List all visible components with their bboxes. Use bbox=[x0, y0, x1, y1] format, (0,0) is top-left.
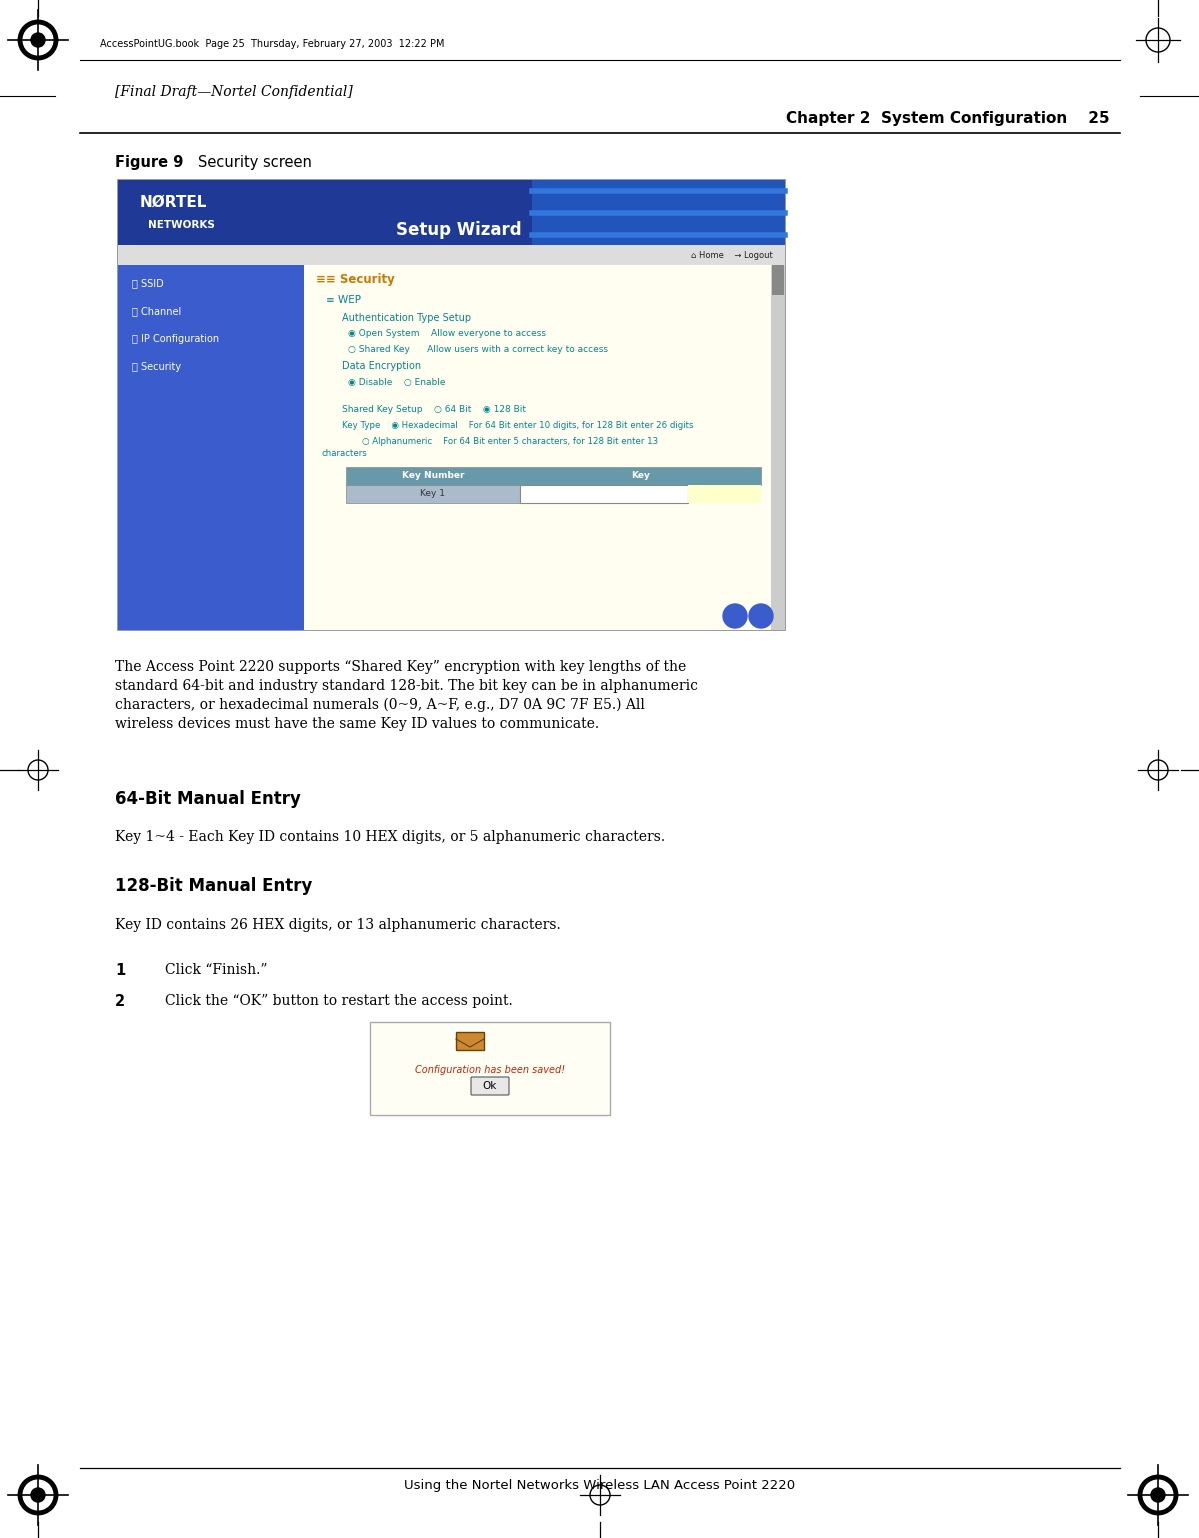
Text: NØRTEL: NØRTEL bbox=[140, 194, 207, 209]
Bar bbox=[347, 468, 761, 484]
Text: Key Type    ◉ Hexadecimal    For 64 Bit enter 10 digits, for 128 Bit enter 26 di: Key Type ◉ Hexadecimal For 64 Bit enter … bbox=[342, 421, 693, 431]
Text: ≡ WEP: ≡ WEP bbox=[326, 295, 361, 305]
Bar bbox=[118, 180, 785, 245]
Text: AccessPointUG.book  Page 25  Thursday, February 27, 2003  12:22 PM: AccessPointUG.book Page 25 Thursday, Feb… bbox=[100, 38, 445, 49]
Bar bbox=[688, 484, 761, 503]
Text: characters, or hexadecimal numerals (0~9, A~F, e.g., D7 0A 9C 7F E5.) All: characters, or hexadecimal numerals (0~9… bbox=[115, 698, 645, 712]
Text: Ⓥ SSID: Ⓥ SSID bbox=[132, 278, 164, 288]
Bar bbox=[305, 265, 771, 631]
Text: Ⓥ IP Configuration: Ⓥ IP Configuration bbox=[132, 334, 219, 345]
Text: Ⓥ Channel: Ⓥ Channel bbox=[132, 306, 181, 315]
Circle shape bbox=[723, 604, 747, 628]
Text: Key ID contains 26 HEX digits, or 13 alphanumeric characters.: Key ID contains 26 HEX digits, or 13 alp… bbox=[115, 918, 561, 932]
Text: Key 1~4 - Each Key ID contains 10 HEX digits, or 5 alphanumeric characters.: Key 1~4 - Each Key ID contains 10 HEX di… bbox=[115, 831, 665, 844]
Text: Figure 9: Figure 9 bbox=[115, 155, 183, 171]
Bar bbox=[771, 265, 785, 631]
Text: Ⓥ Security: Ⓥ Security bbox=[132, 361, 181, 372]
Text: Key Number: Key Number bbox=[402, 472, 464, 480]
Bar bbox=[347, 484, 520, 503]
Bar bbox=[118, 265, 305, 631]
Text: ○ Alphanumeric    For 64 Bit enter 5 characters, for 128 Bit enter 13: ○ Alphanumeric For 64 Bit enter 5 charac… bbox=[362, 437, 658, 446]
Circle shape bbox=[749, 604, 773, 628]
Text: Security screen: Security screen bbox=[198, 155, 312, 171]
Text: Setup Wizard: Setup Wizard bbox=[397, 221, 522, 238]
Text: Shared Key Setup    ○ 64 Bit    ◉ 128 Bit: Shared Key Setup ○ 64 Bit ◉ 128 Bit bbox=[342, 406, 526, 415]
Text: ≡≡ Security: ≡≡ Security bbox=[317, 274, 394, 286]
Text: ○ Shared Key      Allow users with a correct key to access: ○ Shared Key Allow users with a correct … bbox=[348, 346, 608, 354]
Text: wireless devices must have the same Key ID values to communicate.: wireless devices must have the same Key … bbox=[115, 717, 600, 731]
Text: Using the Nortel Networks Wireless LAN Access Point 2220: Using the Nortel Networks Wireless LAN A… bbox=[404, 1478, 796, 1492]
Text: Ok: Ok bbox=[483, 1081, 498, 1090]
Text: 1: 1 bbox=[115, 963, 125, 978]
Text: [Final Draft—Nortel Confidential]: [Final Draft—Nortel Confidential] bbox=[115, 85, 353, 98]
Text: 2: 2 bbox=[115, 994, 125, 1009]
Bar bbox=[520, 484, 688, 503]
Text: ⌂ Home    → Logout: ⌂ Home → Logout bbox=[692, 251, 773, 260]
Text: Authentication Type Setup: Authentication Type Setup bbox=[342, 314, 471, 323]
Bar bbox=[532, 180, 785, 245]
FancyBboxPatch shape bbox=[456, 1032, 484, 1050]
Text: 128-Bit Manual Entry: 128-Bit Manual Entry bbox=[115, 877, 313, 895]
Text: Click “Finish.”: Click “Finish.” bbox=[165, 963, 267, 977]
Text: Data Encryption: Data Encryption bbox=[342, 361, 421, 371]
Bar bbox=[772, 265, 784, 295]
FancyBboxPatch shape bbox=[471, 1077, 510, 1095]
Text: NETWORKS: NETWORKS bbox=[147, 220, 215, 231]
Circle shape bbox=[31, 32, 46, 48]
Text: characters: characters bbox=[323, 449, 368, 457]
Text: ◉ Disable    ○ Enable: ◉ Disable ○ Enable bbox=[348, 377, 446, 386]
Circle shape bbox=[1151, 1487, 1165, 1503]
Text: standard 64-bit and industry standard 128-bit. The bit key can be in alphanumeri: standard 64-bit and industry standard 12… bbox=[115, 678, 698, 694]
Bar bbox=[370, 1021, 610, 1115]
Text: 64-Bit Manual Entry: 64-Bit Manual Entry bbox=[115, 791, 301, 807]
Text: Click the “OK” button to restart the access point.: Click the “OK” button to restart the acc… bbox=[165, 994, 513, 1007]
Text: ◉ Open System    Allow everyone to access: ◉ Open System Allow everyone to access bbox=[348, 329, 546, 338]
Text: Chapter 2  System Configuration    25: Chapter 2 System Configuration 25 bbox=[787, 111, 1110, 126]
Bar bbox=[118, 180, 785, 631]
Text: The Access Point 2220 supports “Shared Key” encryption with key lengths of the: The Access Point 2220 supports “Shared K… bbox=[115, 660, 686, 674]
Text: Key: Key bbox=[631, 472, 650, 480]
Bar bbox=[118, 245, 785, 265]
Text: Key 1: Key 1 bbox=[421, 489, 446, 498]
Circle shape bbox=[31, 1487, 46, 1503]
Text: Configuration has been saved!: Configuration has been saved! bbox=[415, 1064, 565, 1075]
